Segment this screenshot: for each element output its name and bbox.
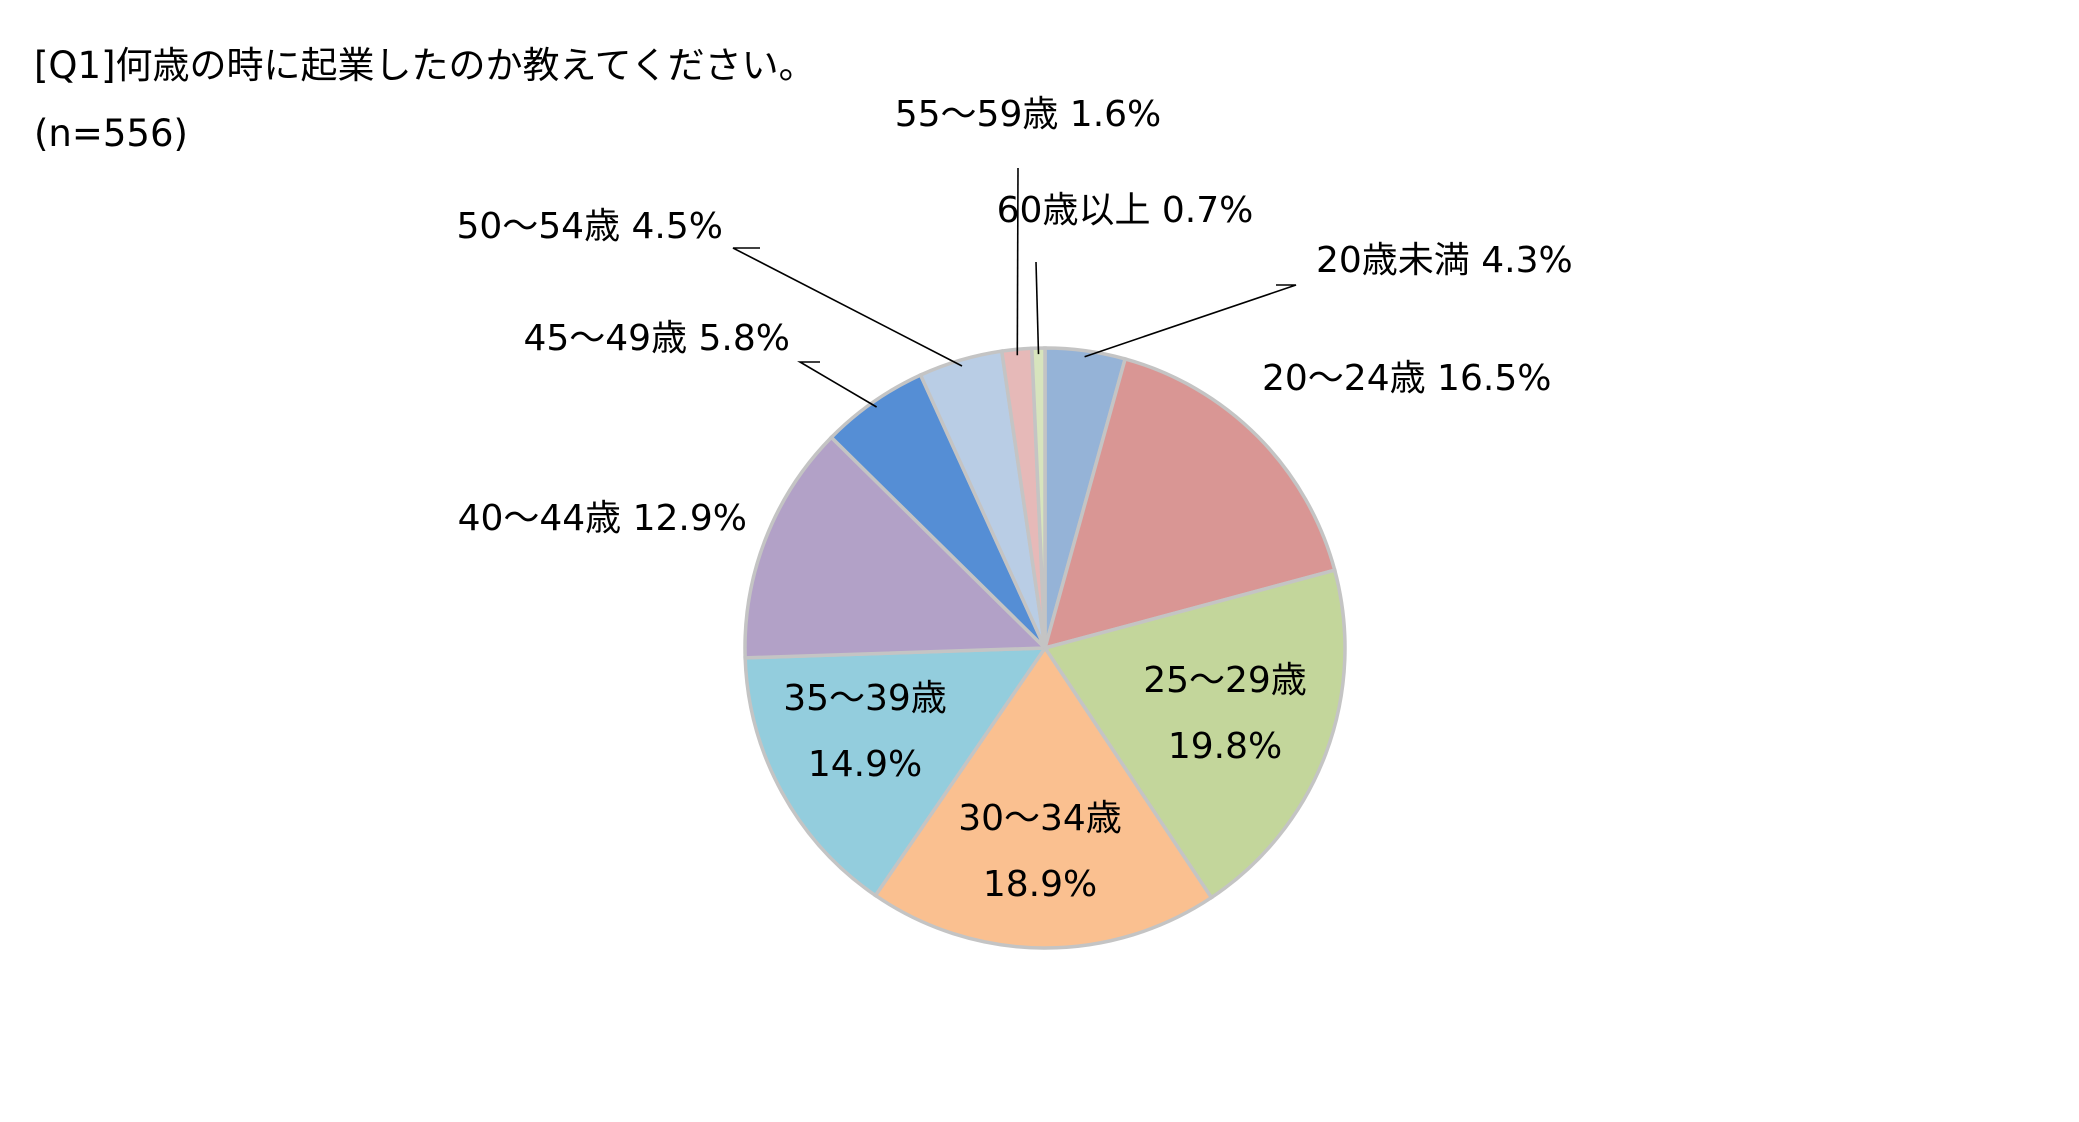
slice-4-value-label: 14.9%: [808, 744, 922, 785]
slice-8-leader-line: [1016, 167, 1019, 356]
slice-9-leader-line: [1035, 261, 1040, 355]
slice-4-label: 35〜39歳: [783, 678, 947, 719]
slice-1-label: 20〜24歳 16.5%: [1262, 358, 1551, 399]
slice-1-wedge: [1042, 356, 1337, 651]
slice-2-value-label: 19.8%: [1168, 726, 1282, 767]
slice-4-wedge: [743, 646, 1049, 898]
slice-7-label: 50〜54歳 4.5%: [456, 206, 723, 247]
slice-8-label: 55〜59歳 1.6%: [895, 94, 1162, 135]
slice-3-value-label: 18.9%: [983, 864, 1097, 905]
slice-2-wedge: [1042, 567, 1347, 901]
slice-labels: 20歳未満 4.3% 20〜24歳 16.5% 25〜29歳 19.8% 30〜34歳 1…: [456, 94, 1572, 905]
slice-3-wedge: [873, 644, 1214, 950]
slice-6-leader-line: [797, 361, 878, 408]
sample-size: (n=556): [34, 112, 188, 155]
slice-6-label: 45〜49歳 5.8%: [523, 318, 790, 359]
pie-slices: [743, 346, 1347, 950]
slice-5-wedge: [743, 434, 1050, 660]
slice-0-label: 20歳未満 4.3%: [1316, 240, 1573, 281]
slice-0-leader-line: [1084, 284, 1297, 358]
slice-3-label: 30〜34歳: [958, 798, 1122, 839]
leader-lines: [732, 167, 1297, 408]
slice-5-label: 40〜44歳 12.9%: [458, 498, 747, 539]
chart-title: [Q1]何歳の時に起業したのか教えてください。: [34, 44, 816, 87]
slice-9-label: 60歳以上 0.7%: [997, 190, 1254, 231]
slice-7-leader-line: [732, 247, 963, 367]
slice-2-label: 25〜29歳: [1143, 660, 1307, 701]
